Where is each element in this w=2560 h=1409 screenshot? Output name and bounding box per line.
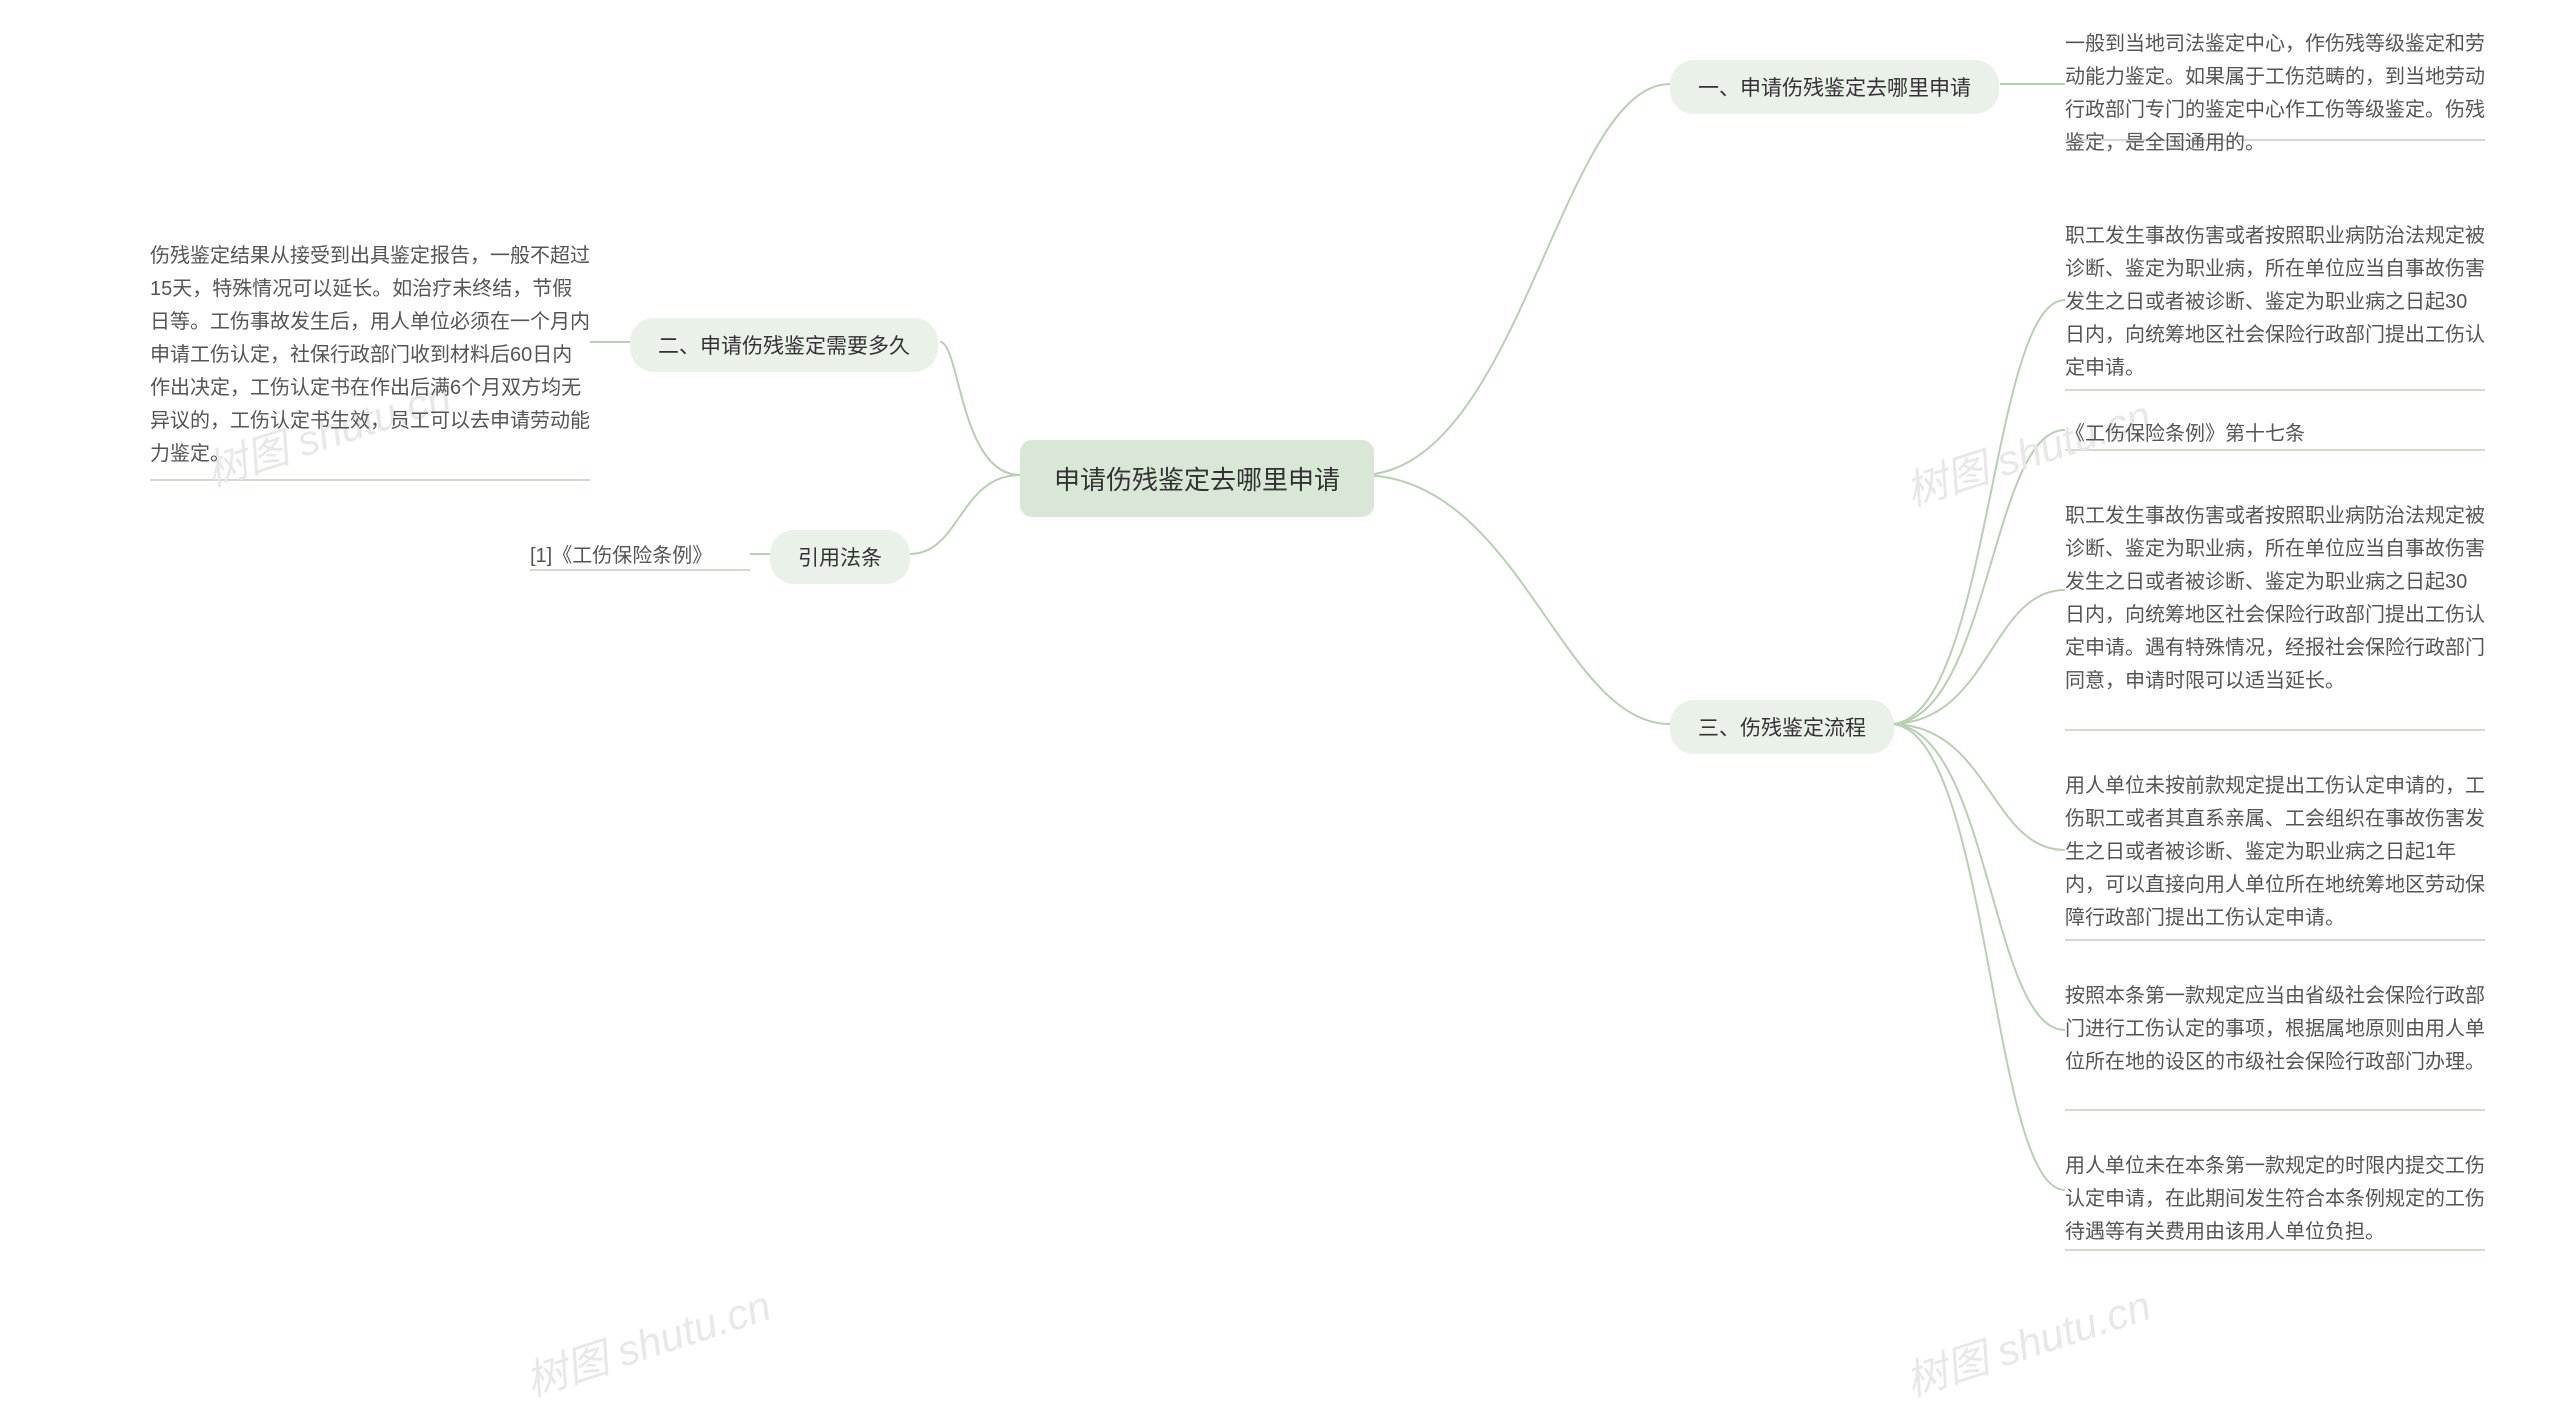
leaf-text: 一般到当地司法鉴定中心，作伤残等级鉴定和劳动能力鉴定。如果属于工伤范畴的，到当地… — [2065, 28, 2485, 160]
leaf-text: 《工伤保险条例》第十七条 — [2065, 418, 2485, 451]
edge — [1890, 724, 2065, 1190]
leaf-text: 伤残鉴定结果从接受到出具鉴定报告，一般不超过15天，特殊情况可以延长。如治疗未终… — [150, 240, 590, 471]
leaf-text: 用人单位未按前款规定提出工伤认定申请的，工伤职工或者其直系亲属、工会组织在事故伤… — [2065, 770, 2485, 935]
edge — [1890, 300, 2065, 724]
branch-node[interactable]: 二、申请伤残鉴定需要多久 — [630, 318, 938, 372]
edge — [1890, 724, 2065, 1030]
leaf-text: [1]《工伤保险条例》 — [530, 540, 750, 573]
mindmap-canvas: 树图 shutu.cn树图 shutu.cn树图 shutu.cn树图 shut… — [0, 0, 2560, 1386]
branch-node[interactable]: 引用法条 — [770, 530, 910, 584]
edge — [1360, 84, 1670, 475]
edge — [1890, 590, 2065, 724]
edge — [910, 475, 1020, 554]
watermark: 树图 shutu.cn — [1897, 1272, 2158, 1409]
edge — [940, 342, 1020, 475]
leaf-text: 职工发生事故伤害或者按照职业病防治法规定被诊断、鉴定为职业病，所在单位应当自事故… — [2065, 220, 2485, 385]
branch-node[interactable]: 三、伤残鉴定流程 — [1670, 700, 1894, 754]
leaf-text: 职工发生事故伤害或者按照职业病防治法规定被诊断、鉴定为职业病，所在单位应当自事故… — [2065, 500, 2485, 698]
branch-node[interactable]: 一、申请伤残鉴定去哪里申请 — [1670, 60, 1999, 114]
edge — [1890, 430, 2065, 724]
leaf-text: 用人单位未在本条第一款规定的时限内提交工伤认定申请，在此期间发生符合本条例规定的… — [2065, 1150, 2485, 1249]
edge — [1890, 724, 2065, 850]
edge — [1360, 475, 1670, 724]
leaf-text: 按照本条第一款规定应当由省级社会保险行政部门进行工伤认定的事项，根据属地原则由用… — [2065, 980, 2485, 1079]
root-node[interactable]: 申请伤残鉴定去哪里申请 — [1020, 440, 1374, 517]
watermark: 树图 shutu.cn — [517, 1272, 778, 1409]
